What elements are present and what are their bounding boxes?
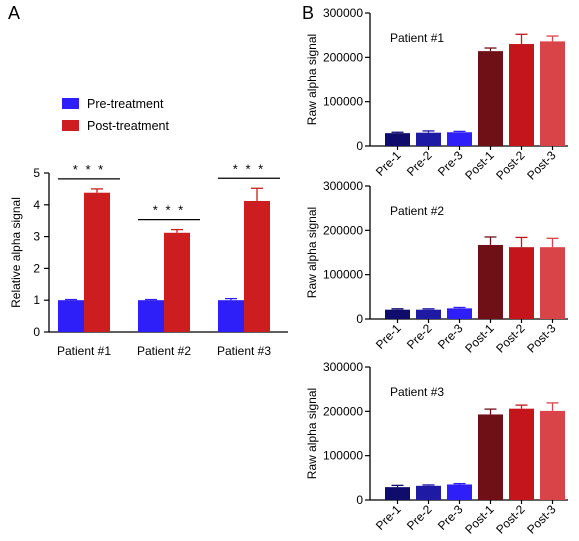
- bar-pre-2: [416, 485, 441, 500]
- bar-pre-3: [447, 308, 472, 319]
- x-tick-label: Pre-1: [373, 148, 404, 179]
- legend-label-pre-treatment: Pre-treatment: [87, 97, 164, 111]
- y-tick-label: 3: [33, 230, 40, 244]
- x-tick-label: Post-1: [462, 321, 497, 356]
- x-tick-label: Pre-3: [435, 502, 466, 533]
- chart-b-patient-1: 0 100000 200000 300000 Raw alpha signal Patie…: [305, 6, 568, 183]
- bar-post-2: [509, 247, 534, 319]
- x-tick-label: Post-1: [462, 148, 497, 183]
- chart-a-relative-signal: 0 1 2 3 4 5 Relative alpha signal Patient #1 * *…: [9, 97, 288, 358]
- y-tick-label: 300000: [323, 6, 363, 20]
- bar-pre-1: [385, 487, 410, 500]
- significance-stars: * * *: [233, 161, 265, 176]
- panel-label-a: A: [8, 3, 20, 23]
- x-tick-label: Post-2: [493, 502, 528, 537]
- y-tick-label: 0: [356, 312, 363, 326]
- y-tick-label: 300000: [323, 179, 363, 193]
- y-axis-label: Relative alpha signal: [9, 197, 23, 308]
- bar-post-2: [509, 44, 534, 146]
- bar-post-treatment: [164, 232, 190, 332]
- x-tick-label: Post-1: [462, 502, 497, 537]
- bar-post-2: [509, 408, 534, 500]
- x-tick-label: Post-3: [524, 321, 559, 356]
- y-tick-label: 5: [33, 166, 40, 180]
- x-tick-label: Post-3: [524, 148, 559, 183]
- x-tick-label: Pre-2: [404, 321, 435, 352]
- bar-post-1: [478, 414, 503, 500]
- x-tick-label: Pre-1: [373, 321, 404, 352]
- y-axis-label: Raw alpha signal: [305, 207, 319, 298]
- chart-title: Patient #3: [390, 385, 444, 399]
- x-tick-label: Pre-3: [435, 321, 466, 352]
- y-tick-label: 1: [33, 293, 40, 307]
- x-tick-label: Post-2: [493, 321, 528, 356]
- y-axis-label: Raw alpha signal: [305, 34, 319, 125]
- legend-label-post-treatment: Post-treatment: [87, 119, 170, 133]
- x-tick-label: Pre-2: [404, 502, 435, 533]
- panel-label-b: B: [302, 3, 314, 23]
- bar-pre-2: [416, 132, 441, 146]
- chart-title: Patient #2: [390, 204, 444, 218]
- y-axis-label: Raw alpha signal: [305, 388, 319, 479]
- y-tick-label: 0: [356, 139, 363, 153]
- y-tick-label: 200000: [323, 223, 363, 237]
- chart-b-patient-3: 0 100000 200000 300000 Raw alpha signal Patie…: [305, 360, 568, 537]
- legend-swatch-post-treatment: [62, 120, 79, 131]
- x-tick-label: Pre-2: [404, 148, 435, 179]
- x-tick-label: Post-3: [524, 502, 559, 537]
- bar-pre-1: [385, 309, 410, 319]
- legend-swatch-pre-treatment: [62, 98, 79, 109]
- x-tick-label: Patient #1: [57, 344, 111, 358]
- bar-pre-3: [447, 132, 472, 146]
- x-tick-label: Pre-1: [373, 502, 404, 533]
- bar-pre-treatment: [138, 300, 164, 332]
- bar-post-1: [478, 244, 503, 319]
- y-tick-label: 100000: [323, 95, 363, 109]
- bar-post-treatment: [244, 200, 270, 332]
- bar-pre-1: [385, 133, 410, 146]
- bar-pre-treatment: [218, 300, 244, 332]
- bar-post-3: [540, 247, 565, 319]
- x-tick-label: Pre-3: [435, 148, 466, 179]
- y-tick-label: 100000: [323, 268, 363, 282]
- bar-pre-2: [416, 309, 441, 319]
- y-tick-label: 200000: [323, 50, 363, 64]
- y-tick-label: 300000: [323, 360, 363, 374]
- y-tick-label: 4: [33, 198, 40, 212]
- bar-post-3: [540, 41, 565, 146]
- significance-stars: * * *: [73, 162, 105, 177]
- chart-title: Patient #1: [390, 31, 444, 45]
- y-tick-label: 2: [33, 261, 40, 275]
- x-tick-label: Patient #2: [137, 344, 191, 358]
- bar-pre-treatment: [58, 300, 84, 332]
- y-tick-label: 0: [356, 493, 363, 507]
- x-tick-label: Patient #3: [217, 344, 271, 358]
- x-tick-label: Post-2: [493, 148, 528, 183]
- y-tick-label: 0: [33, 325, 40, 339]
- bar-post-3: [540, 410, 565, 500]
- y-tick-label: 100000: [323, 449, 363, 463]
- y-tick-label: 200000: [323, 404, 363, 418]
- bar-pre-3: [447, 484, 472, 500]
- significance-stars: * * *: [153, 203, 185, 218]
- bar-post-1: [478, 51, 503, 147]
- bar-post-treatment: [84, 192, 110, 332]
- chart-b-patient-2: 0 100000 200000 300000 Raw alpha signal Patie…: [305, 179, 568, 356]
